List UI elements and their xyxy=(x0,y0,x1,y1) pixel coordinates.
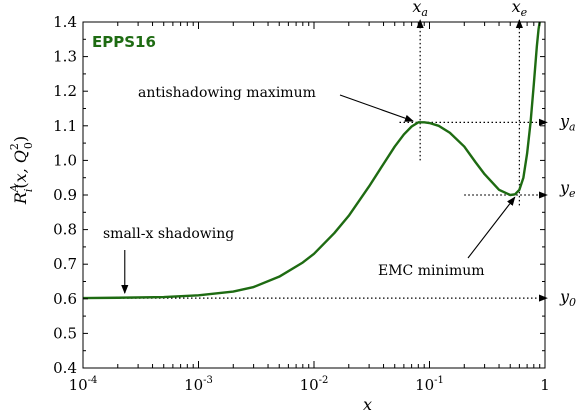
y-label-sup-A: A xyxy=(8,184,21,193)
series-curve xyxy=(82,21,541,300)
label-main: x xyxy=(512,0,521,16)
x-axis-ticks: 10-4 10-3 10-2 10-1 1 xyxy=(69,22,550,394)
x-tick-base: 10 xyxy=(69,376,88,394)
x-tick-exponent: -1 xyxy=(434,375,444,386)
label-main: y xyxy=(559,111,570,130)
annotation-antishadowing-arrow xyxy=(339,94,414,122)
xe-label: xe xyxy=(512,0,528,19)
y-label-sub-0: 0 xyxy=(22,142,35,149)
y-tick-label: 1.3 xyxy=(53,48,77,66)
x-tick-label: 10-1 xyxy=(415,375,444,394)
reference-lines xyxy=(83,19,548,302)
xa-label: xa xyxy=(412,0,428,19)
y0-label: y0 xyxy=(559,287,576,309)
chart-title: EPPS16 xyxy=(92,33,156,51)
y-tick-label: 1.0 xyxy=(53,151,77,169)
annotation-shadowing: small-x shadowing xyxy=(103,226,234,242)
annotation-emc: EMC minimum xyxy=(378,263,485,279)
y-tick-label: 1.4 xyxy=(53,13,77,31)
plot-frame xyxy=(82,21,546,369)
x-tick-label: 1 xyxy=(540,376,550,394)
annotation-antishadowing: antishadowing maximum xyxy=(138,85,316,101)
y-tick-label: 0.5 xyxy=(53,324,77,342)
label-sub: e xyxy=(521,6,528,19)
x-tick-label: 10-3 xyxy=(184,375,213,394)
label-sub: 0 xyxy=(569,296,576,309)
label-main: x xyxy=(412,0,421,16)
x-tick-exponent: -2 xyxy=(319,375,329,386)
y-axis-label-text: RAi(x, Q20) xyxy=(8,136,35,205)
y-label-x: x, Q xyxy=(11,150,30,182)
y-label-sup-2: 2 xyxy=(8,143,21,150)
y-tick-label: 0.7 xyxy=(53,255,77,273)
label-sub: e xyxy=(569,187,576,200)
x-tick-base: 10 xyxy=(184,376,203,394)
x-tick-base: 1 xyxy=(540,376,550,394)
y-label-args: ( xyxy=(11,182,30,188)
y-tick-label: 0.9 xyxy=(53,186,77,204)
series-layer xyxy=(82,21,541,300)
x-tick-label: 10-2 xyxy=(300,375,329,394)
ye-label: ye xyxy=(559,178,576,200)
y-label-R: R xyxy=(11,192,30,205)
x-tick-label: 10-4 xyxy=(69,375,98,394)
x-tick-exponent: -4 xyxy=(88,375,98,386)
x-axis-label: x xyxy=(363,395,372,414)
ya-label: ya xyxy=(559,111,576,133)
x-tick-exponent: -3 xyxy=(203,375,213,386)
y-axis-ticks: 0.4 0.5 0.6 0.7 0.8 0.9 1.0 1.1 1.2 1.3 1.4 xyxy=(53,13,545,377)
x-tick-base: 10 xyxy=(415,376,434,394)
label-sub: a xyxy=(569,120,576,133)
label-sub: a xyxy=(421,6,428,19)
y-label-sub-i: i xyxy=(22,189,35,193)
y-tick-label: 1.1 xyxy=(53,117,77,135)
y-tick-label: 0.4 xyxy=(53,359,77,377)
x-tick-base: 10 xyxy=(300,376,319,394)
label-main: y xyxy=(559,287,570,306)
y-label-close: ) xyxy=(11,136,30,142)
annotation-emc-arrow xyxy=(467,196,516,259)
y-tick-label: 1.2 xyxy=(53,82,77,100)
label-main: y xyxy=(559,178,570,197)
y-tick-label: 0.6 xyxy=(53,290,77,308)
y-axis-label: RAi(x, Q20) xyxy=(8,136,35,205)
annotations-layer: antishadowing maximum small-x shadowing EM… xyxy=(103,85,516,294)
y-tick-label: 0.8 xyxy=(53,221,77,239)
